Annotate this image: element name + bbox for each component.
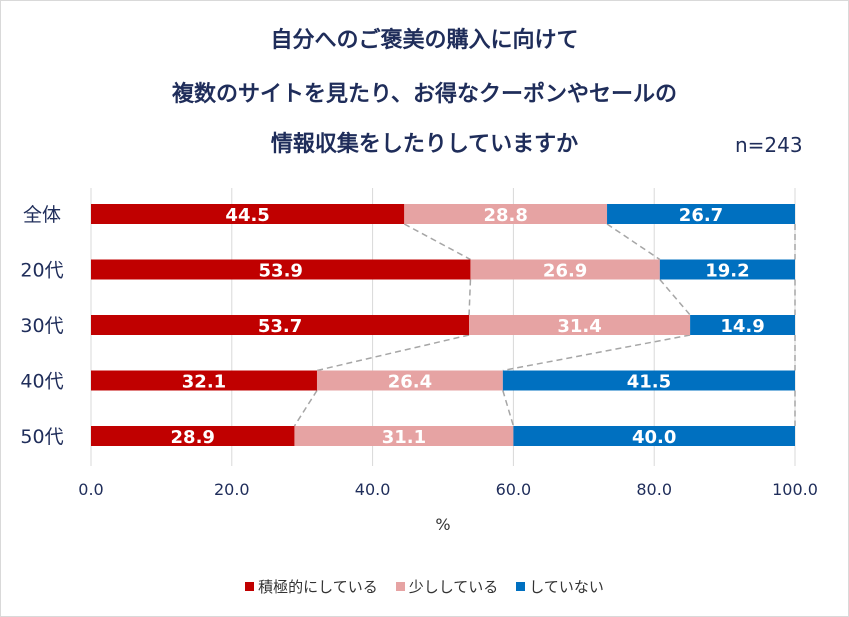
- series-connector-line: [606, 223, 661, 261]
- data-label: 44.5: [225, 205, 269, 226]
- category-label: 40代: [20, 371, 63, 393]
- x-tick-label: 40.0: [355, 480, 391, 499]
- x-tick-label: 60.0: [496, 480, 532, 499]
- category-label: 50代: [20, 426, 63, 448]
- bar-segment: [513, 426, 795, 446]
- bar-segment: [316, 370, 503, 391]
- bar-segment: [91, 315, 470, 335]
- bar-segment: [91, 426, 295, 446]
- chart-legend: 積極的にしている 少ししている していない: [0, 576, 849, 597]
- data-label: 31.4: [557, 316, 601, 337]
- series-connector-line: [316, 334, 470, 372]
- bar-segment: [502, 370, 795, 391]
- chart-title-line-3: 情報収集をしたりしていますか: [270, 132, 579, 157]
- bar-segment: [294, 426, 514, 446]
- x-tick-label: 100.0: [772, 480, 818, 499]
- data-label: 19.2: [705, 261, 749, 282]
- x-axis-title: %: [435, 515, 450, 534]
- sample-size-label: n=243: [735, 133, 803, 157]
- legend-item-active: 積極的にしている: [245, 576, 378, 597]
- legend-swatch-some: [395, 582, 405, 591]
- bar-segment: [91, 259, 471, 280]
- bar-segment: [607, 204, 795, 224]
- legend-label-active: 積極的にしている: [258, 578, 378, 596]
- data-label: 40.0: [632, 427, 676, 448]
- bar-segment: [470, 259, 660, 280]
- category-label: 全体: [23, 204, 61, 226]
- series-connector-line: [468, 279, 472, 316]
- category-label: 30代: [20, 315, 63, 337]
- data-label: 28.8: [483, 205, 527, 226]
- bar-segment: [469, 315, 691, 335]
- legend-item-some: 少ししている: [395, 576, 499, 597]
- legend-swatch-active: [245, 582, 255, 591]
- bar-segment: [404, 204, 608, 224]
- data-label: 53.7: [258, 316, 302, 337]
- chart-title-line-2: 複数のサイトを見たり、お得なクーポンやセールの: [171, 82, 678, 107]
- series-connector-line: [502, 334, 691, 372]
- data-label: 26.7: [679, 205, 723, 226]
- bar-segment: [91, 204, 405, 224]
- data-label: 26.9: [543, 261, 587, 282]
- bar-segment: [91, 370, 317, 391]
- data-label: 32.1: [182, 372, 226, 393]
- series-connector-line: [502, 390, 515, 427]
- category-label: 20代: [20, 260, 63, 282]
- bar-segment: [690, 315, 795, 335]
- series-connector-line: [403, 223, 471, 261]
- x-tick-label: 20.0: [214, 480, 250, 499]
- data-label: 14.9: [720, 316, 764, 337]
- legend-label-some: 少ししている: [408, 578, 499, 596]
- data-label: 41.5: [627, 372, 671, 393]
- series-connector-line: [293, 390, 318, 427]
- x-tick-label: 80.0: [636, 480, 672, 499]
- legend-item-none: していない: [516, 576, 604, 597]
- legend-swatch-none: [516, 582, 526, 591]
- data-label: 28.9: [171, 427, 215, 448]
- data-label: 26.4: [388, 372, 432, 393]
- legend-label-none: していない: [529, 578, 604, 596]
- x-tick-label: 0.0: [78, 480, 103, 499]
- bar-segment: [659, 259, 795, 280]
- data-label: 53.9: [259, 261, 303, 282]
- series-connector-line: [659, 279, 691, 316]
- chart-title-line-1: 自分へのご褒美の購入に向けて: [270, 28, 579, 53]
- data-label: 31.1: [382, 427, 426, 448]
